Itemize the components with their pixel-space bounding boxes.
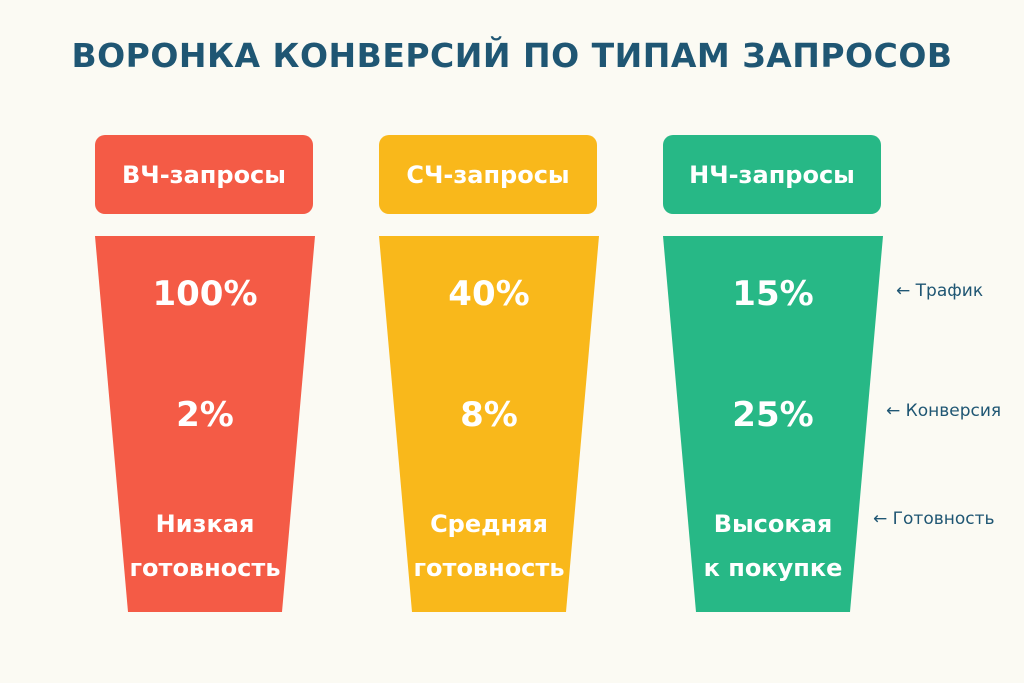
- column-header: ВЧ-запросы: [95, 135, 313, 214]
- readiness-line-2: к покупке: [703, 554, 843, 582]
- readiness-text: Низкая готовность: [95, 502, 315, 590]
- readiness-text: Высокая к покупке: [663, 502, 883, 590]
- column-lf-queries: НЧ-запросы 15% 25% Высокая к покупке: [663, 0, 883, 683]
- column-header: СЧ-запросы: [379, 135, 597, 214]
- traffic-value: 15%: [732, 274, 814, 314]
- side-label-traffic: ← Трафик: [896, 281, 984, 301]
- readiness-line-2: готовность: [129, 554, 281, 582]
- readiness-line-1: Средняя: [430, 510, 548, 538]
- readiness-text: Средняя готовность: [379, 502, 599, 590]
- conversion-value: 2%: [176, 395, 234, 435]
- column-mf-queries: СЧ-запросы 40% 8% Средняя готовность: [379, 0, 599, 683]
- side-label-readiness: ← Готовность: [873, 509, 995, 529]
- funnel-shape: [95, 236, 315, 612]
- traffic-value: 40%: [448, 274, 530, 314]
- column-header: НЧ-запросы: [663, 135, 881, 214]
- page-title: ВОРОНКА КОНВЕРСИЙ ПО ТИПАМ ЗАПРОСОВ: [71, 36, 953, 75]
- funnel-shape: [379, 236, 599, 612]
- side-label-conversion: ← Конверсия: [886, 401, 1002, 421]
- conversion-value: 8%: [460, 395, 518, 435]
- column-hf-queries: ВЧ-запросы 100% 2% Низкая готовность: [95, 0, 315, 683]
- readiness-line-1: Высокая: [713, 510, 833, 538]
- readiness-line-1: Низкая: [155, 510, 255, 538]
- conversion-value: 25%: [732, 395, 814, 435]
- readiness-line-2: готовность: [413, 554, 565, 582]
- traffic-value: 100%: [152, 274, 258, 314]
- funnel-shape: [663, 236, 883, 612]
